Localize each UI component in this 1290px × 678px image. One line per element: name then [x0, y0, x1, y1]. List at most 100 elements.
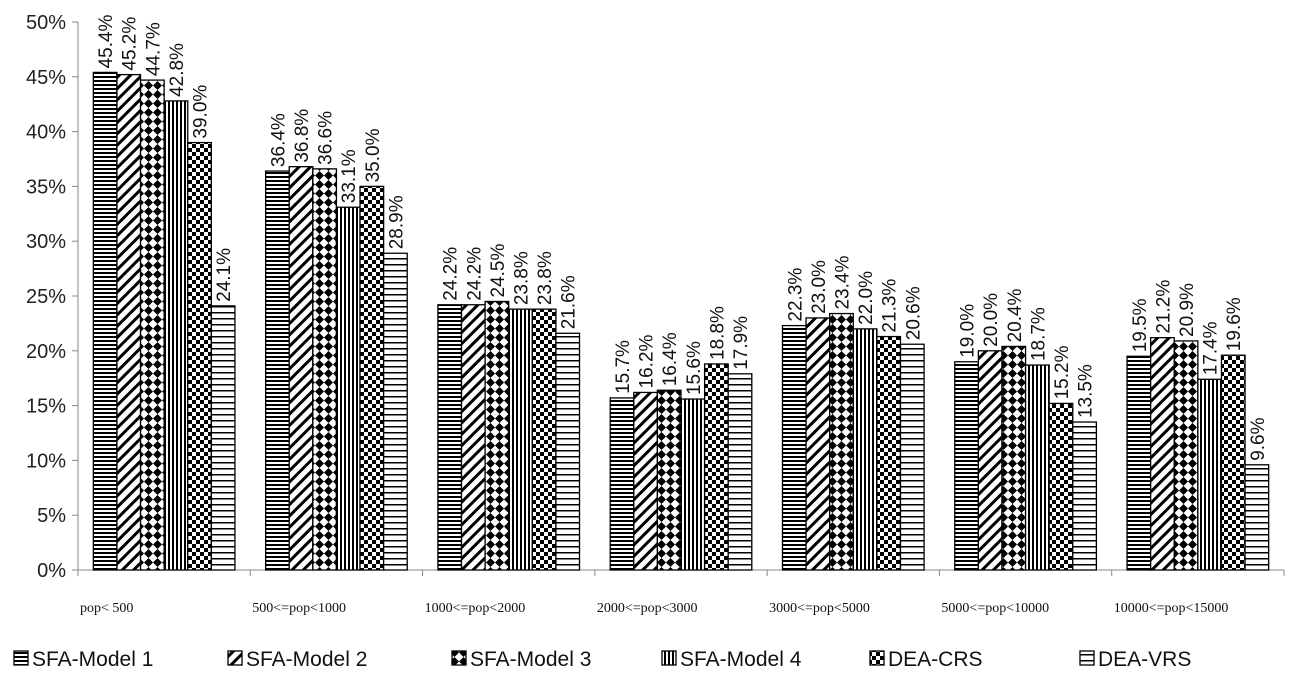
bar — [609, 397, 635, 571]
legend-swatch — [13, 650, 29, 666]
data-label: 15.2% — [1052, 345, 1073, 399]
data-label: 24.5% — [488, 244, 509, 298]
data-label: 45.4% — [96, 14, 117, 68]
x-category-label: 10000<=pop<15000 — [1114, 601, 1229, 616]
data-label: 23.8% — [535, 251, 556, 305]
bar — [727, 373, 753, 571]
data-label: 23.8% — [512, 251, 533, 305]
legend: SFA-Model 1 SFA-Model 2 SFA-Model 3 SFA-Mod… — [13, 648, 1191, 671]
data-label: 20.6% — [903, 286, 924, 340]
data-label: 21.3% — [880, 279, 901, 333]
bar — [680, 398, 706, 571]
bar — [1126, 355, 1152, 571]
legend-swatch — [1079, 650, 1095, 666]
data-label: 35.0% — [363, 128, 384, 182]
bar — [508, 308, 533, 571]
data-label: 24.2% — [441, 247, 462, 301]
bar — [288, 166, 314, 571]
y-tick-label: 40% — [26, 122, 66, 144]
y-tick-label: 0% — [37, 560, 66, 582]
data-label: 20.0% — [981, 293, 1002, 347]
x-axis: pop< 500 500<=pop<1000 1000<=pop<2000 2000<… — [77, 569, 1285, 616]
x-category-label: pop< 500 — [80, 601, 133, 616]
data-label: 23.4% — [832, 256, 853, 310]
legend-label: SFA-Model 4 — [680, 648, 802, 671]
data-label: 20.4% — [1005, 288, 1026, 342]
bar — [1001, 345, 1027, 571]
data-label: 36.4% — [268, 113, 289, 167]
data-label: 39.0% — [191, 85, 212, 139]
bar — [312, 168, 338, 571]
bar — [382, 252, 408, 571]
y-tick-label: 30% — [26, 231, 66, 253]
bar — [437, 304, 463, 571]
bar — [703, 363, 729, 571]
data-label: 9.6% — [1248, 417, 1269, 460]
legend-label: DEA-CRS — [888, 648, 983, 671]
data-labels: 45.4% 36.4% 24.2% 15.7% 22.3% 19.0% 19.5% 45.2%… — [96, 14, 1269, 460]
bar — [210, 305, 236, 571]
bar — [1220, 354, 1246, 571]
data-label: 42.8% — [167, 43, 188, 97]
data-label: 15.6% — [684, 341, 705, 395]
bar — [531, 308, 557, 571]
x-category-label: 5000<=pop<10000 — [941, 601, 1049, 616]
data-label: 36.8% — [292, 109, 313, 163]
data-label: 13.5% — [1076, 364, 1097, 418]
y-tick-label: 10% — [26, 450, 66, 472]
bar — [187, 141, 212, 571]
bar — [163, 100, 189, 571]
bar — [1072, 421, 1098, 571]
data-label: 18.8% — [707, 306, 728, 360]
bar — [555, 332, 581, 571]
bar — [656, 389, 682, 571]
data-label: 16.4% — [660, 332, 681, 386]
data-label: 23.0% — [809, 260, 830, 314]
data-label: 19.6% — [1224, 297, 1245, 351]
bar — [1024, 364, 1050, 571]
y-tick-label: 25% — [26, 286, 66, 308]
bar — [1173, 340, 1199, 571]
data-label: 24.2% — [464, 247, 485, 301]
y-tick-label: 15% — [26, 396, 66, 418]
data-label: 15.7% — [613, 340, 634, 394]
data-label: 17.4% — [1201, 321, 1222, 375]
bar — [1197, 378, 1223, 571]
bar — [805, 317, 831, 571]
data-label: 17.9% — [731, 316, 752, 370]
bar — [92, 71, 118, 571]
legend-swatch — [227, 650, 243, 666]
x-category-label: 500<=pop<1000 — [252, 601, 346, 616]
bar — [139, 79, 165, 571]
bars — [92, 71, 1270, 571]
legend-swatch — [661, 650, 677, 666]
legend-label: DEA-VRS — [1098, 648, 1191, 671]
bar — [264, 170, 290, 571]
legend-label: SFA-Model 3 — [470, 648, 591, 671]
y-tick-label: 20% — [26, 341, 66, 363]
data-label: 24.1% — [214, 248, 235, 302]
bar — [829, 312, 854, 571]
bar — [1244, 464, 1270, 571]
legend-label: SFA-Model 2 — [246, 648, 367, 671]
data-label: 45.2% — [120, 17, 141, 71]
bar — [899, 343, 925, 571]
bar — [484, 300, 510, 571]
data-label: 19.5% — [1130, 298, 1151, 352]
data-label: 21.2% — [1153, 280, 1174, 334]
y-tick-label: 50% — [26, 12, 66, 34]
y-tick-label: 45% — [26, 67, 66, 89]
data-label: 28.9% — [386, 195, 407, 249]
y-tick-label: 5% — [37, 505, 66, 527]
x-category-label: 2000<=pop<3000 — [597, 601, 698, 616]
bar — [359, 185, 385, 571]
data-label: 21.6% — [559, 275, 580, 329]
data-label: 18.7% — [1028, 307, 1049, 361]
bar — [954, 361, 980, 571]
bar — [977, 350, 1003, 571]
data-label: 20.9% — [1177, 283, 1198, 337]
legend-label: SFA-Model 1 — [32, 648, 153, 671]
data-label: 16.2% — [637, 334, 658, 388]
bar — [335, 206, 361, 571]
